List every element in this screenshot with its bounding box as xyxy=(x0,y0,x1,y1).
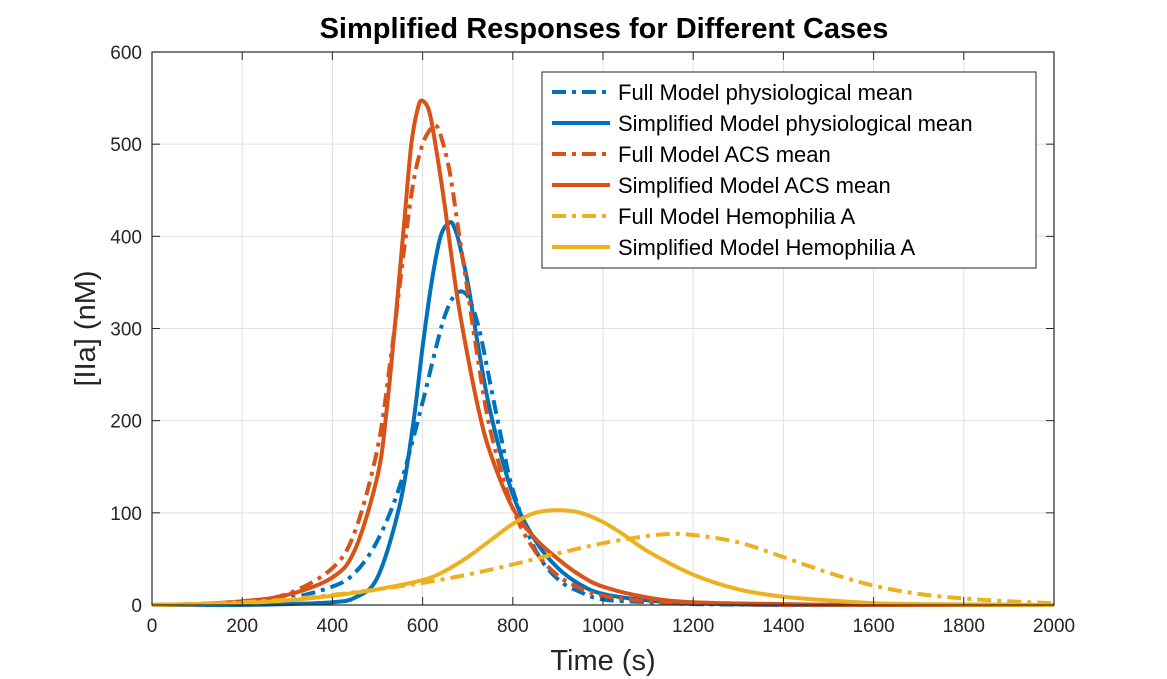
x-axis-label: Time (s) xyxy=(550,645,655,677)
x-tick-label: 600 xyxy=(407,616,439,637)
y-tick-label: 300 xyxy=(110,320,142,341)
series-line-full-model-acs-mean xyxy=(151,122,1055,608)
y-tick-label: 0 xyxy=(131,596,142,617)
legend: Full Model physiological mean Simplified … xyxy=(541,71,1037,269)
series-line-simplified-model-acs-mean xyxy=(151,98,1055,608)
x-tick-label: 800 xyxy=(497,616,529,637)
x-tick-label: 400 xyxy=(317,616,349,637)
y-tick-label: 600 xyxy=(110,43,142,64)
x-tick-label: 1400 xyxy=(762,616,804,637)
legend-entry-label: Simplified Model Hemophilia A xyxy=(618,235,915,260)
y-tick-label: 400 xyxy=(110,227,142,248)
y-tick-label: 500 xyxy=(110,135,142,156)
x-tick-label: 1000 xyxy=(582,616,624,637)
y-tick-label: 100 xyxy=(110,504,142,525)
x-tick-label: 1800 xyxy=(943,616,985,637)
x-tick-label: 200 xyxy=(226,616,258,637)
x-tick-label: 2000 xyxy=(1033,616,1075,637)
x-tick-label: 1600 xyxy=(852,616,894,637)
series-line-simplified-model-hemophilia-a xyxy=(151,508,1055,607)
x-tick-label: 0 xyxy=(147,616,158,637)
legend-entry-label: Full Model physiological mean xyxy=(618,80,913,105)
legend-box xyxy=(541,71,1037,269)
axis-ticks: 0 200 400 600 800 1000 1200 1400 1600 1800 2000 0 10… xyxy=(110,43,1075,637)
plot-area xyxy=(151,98,1055,608)
legend-entry-label: Full Model Hemophilia A xyxy=(618,204,856,229)
legend-entry-label: Simplified Model ACS mean xyxy=(618,173,891,198)
legend-entry-label: Full Model ACS mean xyxy=(618,142,831,167)
series-line-full-model-physiological-mean xyxy=(151,289,1055,608)
y-axis-label: [IIa] (nM) xyxy=(70,270,102,386)
series-line-simplified-model-physiological-mean xyxy=(152,220,1055,608)
legend-entry-label: Simplified Model physiological mean xyxy=(618,111,973,136)
x-tick-label: 1200 xyxy=(672,616,714,637)
chart-title: Simplified Responses for Different Cases xyxy=(320,13,889,45)
y-tick-label: 200 xyxy=(110,412,142,433)
